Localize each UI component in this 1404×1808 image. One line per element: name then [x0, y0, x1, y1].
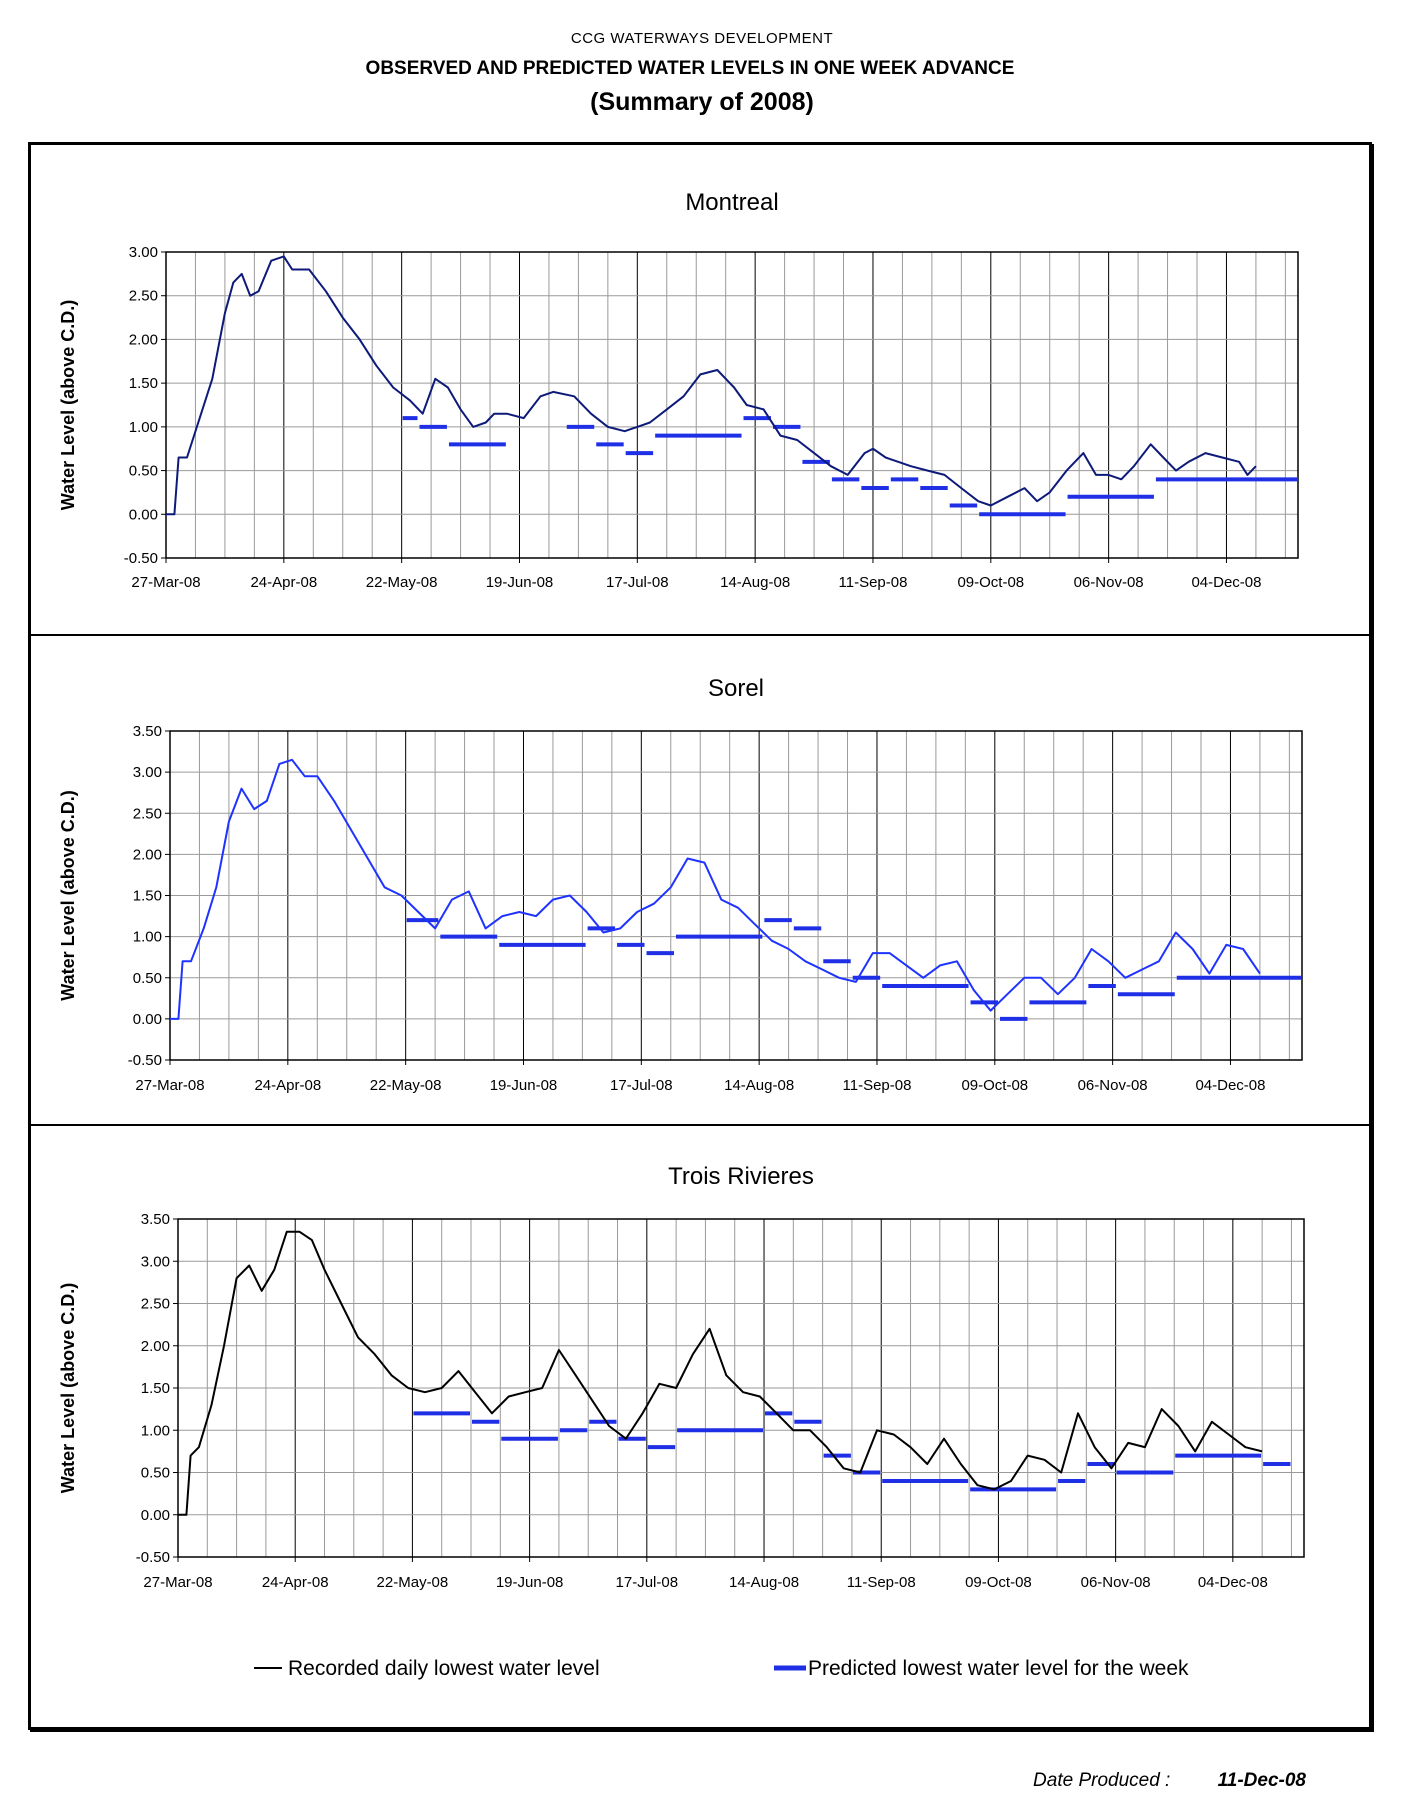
y-tick-label: 1.50: [133, 888, 162, 905]
x-tick-label: 06-Nov-08: [1074, 574, 1144, 591]
x-tick-label: 11-Sep-08: [847, 1574, 916, 1591]
x-tick-label: 06-Nov-08: [1081, 1574, 1151, 1591]
y-tick-label: 0.00: [133, 1011, 162, 1028]
x-tick-label: 04-Dec-08: [1191, 574, 1261, 591]
panel-divider: [31, 1124, 1369, 1126]
y-tick-label: 2.50: [133, 805, 162, 822]
y-tick-label: 3.00: [129, 244, 158, 261]
y-tick-label: 0.50: [141, 1465, 170, 1482]
x-tick-label: 04-Dec-08: [1198, 1574, 1268, 1591]
x-tick-label: 22-May-08: [370, 1077, 442, 1094]
org-name: CCG WATERWAYS DEVELOPMENT: [570, 30, 834, 47]
x-tick-label: 19-Jun-08: [490, 1077, 558, 1094]
y-axis-label: Water Level (above C.D.): [58, 790, 78, 1000]
y-tick-label: -0.50: [136, 1549, 170, 1566]
x-tick-label: 17-Jul-08: [606, 574, 669, 591]
chart-0: 27-Mar-08 24-Apr-08 22-May-08 19-Jun-08 17-J…: [58, 189, 1299, 591]
y-axis-label: Water Level (above C.D.): [58, 300, 78, 510]
panel-divider: [31, 634, 1369, 636]
legend-predicted-label: Predicted lowest water level for the wee…: [808, 1657, 1189, 1680]
x-tick-label: 22-May-08: [366, 574, 438, 591]
report-subtitle: (Summary of 2008): [590, 88, 814, 116]
date-produced: Date Produced : 11-Dec-08: [1033, 1770, 1306, 1792]
y-axis-label: Water Level (above C.D.): [58, 1283, 78, 1493]
y-tick-label: 0.00: [129, 506, 158, 523]
observed-level-line: [178, 1230, 1263, 1516]
chart-title: Trois Rivieres: [668, 1163, 814, 1190]
legend: Recorded daily lowest water level Predic…: [254, 1657, 1189, 1680]
date-produced-value: 11-Dec-08: [1217, 1770, 1306, 1791]
date-produced-label: Date Produced :: [1033, 1770, 1171, 1791]
observed-level-line: [170, 758, 1261, 1020]
x-tick-label: 24-Apr-08: [262, 1574, 329, 1591]
y-tick-label: 2.00: [129, 331, 158, 348]
chart-2: 27-Mar-08 24-Apr-08 22-May-08 19-Jun-08 17-J…: [58, 1163, 1305, 1591]
x-tick-label: 17-Jul-08: [616, 1574, 679, 1591]
x-tick-label: 22-May-08: [377, 1574, 449, 1591]
y-tick-label: 0.00: [141, 1507, 170, 1524]
x-tick-label: 27-Mar-08: [135, 1077, 204, 1094]
x-tick-label: 19-Jun-08: [486, 574, 554, 591]
y-tick-label: 2.00: [141, 1338, 170, 1355]
y-tick-label: 1.00: [129, 419, 158, 436]
x-tick-label: 24-Apr-08: [250, 574, 317, 591]
plot-area: [169, 730, 1303, 1061]
y-tick-label: 3.00: [133, 764, 162, 781]
y-tick-label: 0.50: [129, 463, 158, 480]
x-tick-label: 14-Aug-08: [720, 574, 790, 591]
y-tick-label: 2.50: [129, 288, 158, 305]
y-tick-label: 3.00: [141, 1253, 170, 1270]
x-tick-label: 17-Jul-08: [610, 1077, 673, 1094]
y-tick-label: 1.50: [141, 1380, 170, 1397]
x-tick-label: 09-Oct-08: [961, 1077, 1028, 1094]
x-tick-label: 27-Mar-08: [143, 1574, 212, 1591]
y-tick-label: 1.00: [141, 1422, 170, 1439]
y-tick-label: -0.50: [124, 550, 158, 567]
plot-area: [177, 1218, 1305, 1558]
x-tick-label: 09-Oct-08: [957, 574, 1024, 591]
chart-title: Montreal: [685, 189, 778, 216]
x-tick-label: 11-Sep-08: [843, 1077, 912, 1094]
report-title: OBSERVED AND PREDICTED WATER LEVELS IN O…: [365, 58, 1015, 79]
x-tick-label: 27-Mar-08: [131, 574, 200, 591]
y-tick-label: 1.00: [133, 929, 162, 946]
observed-level-line: [166, 255, 1257, 516]
y-tick-label: 2.00: [133, 846, 162, 863]
y-tick-label: 2.50: [141, 1296, 170, 1313]
x-tick-label: 19-Jun-08: [496, 1574, 564, 1591]
y-tick-label: -0.50: [128, 1052, 162, 1069]
x-tick-label: 24-Apr-08: [254, 1077, 321, 1094]
x-tick-label: 14-Aug-08: [724, 1077, 794, 1094]
chart-1: 27-Mar-08 24-Apr-08 22-May-08 19-Jun-08 17-J…: [58, 675, 1303, 1094]
legend-observed-label: Recorded daily lowest water level: [288, 1657, 600, 1680]
x-tick-label: 06-Nov-08: [1078, 1077, 1148, 1094]
x-tick-label: 14-Aug-08: [729, 1574, 799, 1591]
x-tick-label: 04-Dec-08: [1195, 1077, 1265, 1094]
x-tick-label: 11-Sep-08: [839, 574, 908, 591]
y-tick-label: 1.50: [129, 375, 158, 392]
x-tick-label: 09-Oct-08: [965, 1574, 1032, 1591]
y-tick-label: 3.50: [141, 1211, 170, 1228]
plot-area: [165, 251, 1299, 559]
y-tick-label: 0.50: [133, 970, 162, 987]
charts-frame: [28, 142, 1372, 1730]
chart-title: Sorel: [708, 675, 764, 702]
y-tick-label: 3.50: [133, 723, 162, 740]
